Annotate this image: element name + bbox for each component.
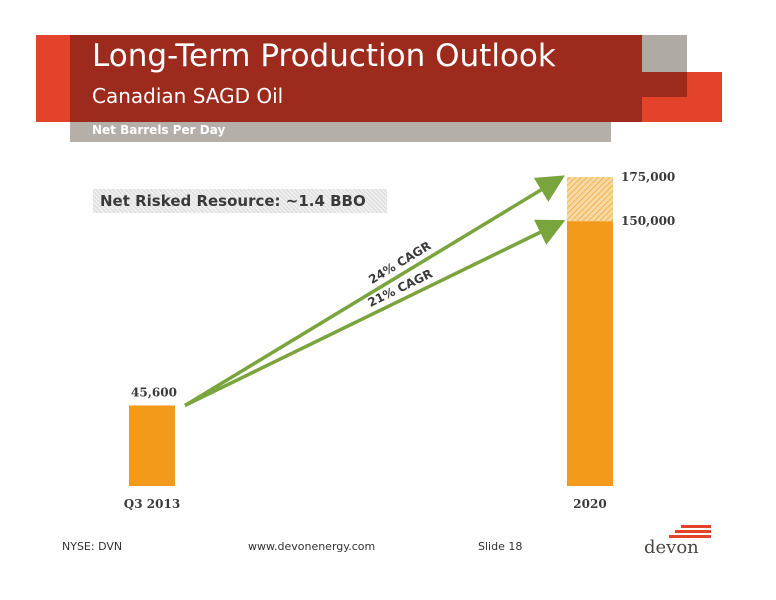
footer-slide-number: Slide 18 [478, 540, 523, 553]
subtitle-bar-label: Net Barrels Per Day [92, 123, 226, 137]
data-label: 175,000 [621, 170, 675, 184]
bar-upside-2020 [567, 177, 613, 222]
bar-q3-2013 [129, 405, 175, 486]
cagr-arrow [184, 219, 566, 408]
bar-2020 [567, 221, 613, 486]
decor-gray-block [642, 35, 687, 72]
slide-subtitle: Canadian SAGD Oil [92, 84, 284, 108]
devon-logo-icon [669, 525, 711, 538]
data-label: 150,000 [621, 214, 675, 228]
resource-callout-label: Net Risked Resource: ~1.4 BBO [100, 192, 366, 210]
footer-ticker: NYSE: DVN [62, 540, 123, 553]
subtitle-bar [70, 122, 611, 142]
devon-logo-text: devon [644, 537, 699, 558]
x-tick-label: 2020 [573, 497, 606, 511]
resource-callout [93, 189, 387, 213]
title-banner [36, 35, 642, 122]
decor-dark-block [642, 72, 687, 97]
data-label: 45,600 [131, 385, 177, 399]
footer-url[interactable]: www.devonenergy.com [248, 540, 376, 553]
slide-title: Long-Term Production Outlook [92, 38, 556, 74]
title-banner-accent [36, 35, 70, 122]
x-tick-label: Q3 2013 [124, 497, 180, 511]
cagr-arrow [184, 175, 565, 407]
